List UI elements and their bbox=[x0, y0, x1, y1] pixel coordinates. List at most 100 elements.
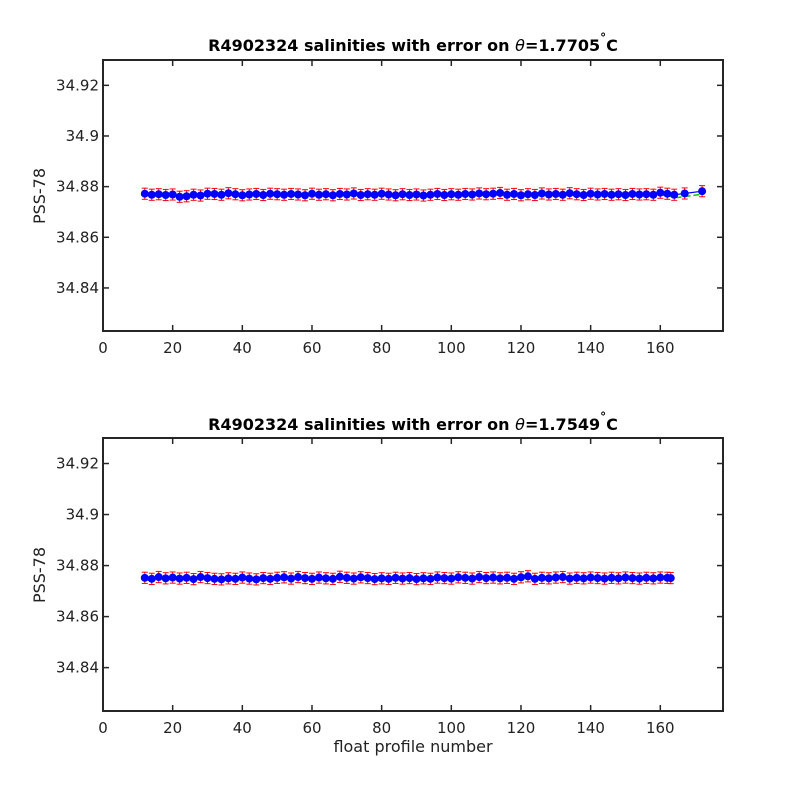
data-point bbox=[175, 574, 184, 583]
data-point bbox=[412, 190, 421, 199]
data-point bbox=[140, 573, 149, 582]
data-point bbox=[482, 190, 491, 199]
data-point bbox=[489, 189, 498, 198]
data-point bbox=[558, 190, 567, 199]
x-tick-label: 40 bbox=[233, 339, 252, 357]
data-point bbox=[349, 189, 358, 198]
data-point bbox=[461, 573, 470, 582]
data-point bbox=[454, 573, 463, 582]
data-point bbox=[530, 190, 539, 199]
data-point bbox=[656, 188, 665, 197]
data-point bbox=[628, 574, 637, 583]
data-point bbox=[384, 190, 393, 199]
data-point bbox=[280, 573, 289, 582]
y-tick-label: 34.92 bbox=[56, 455, 99, 473]
y-tick-label: 34.88 bbox=[56, 557, 99, 575]
data-point bbox=[405, 190, 414, 199]
data-point bbox=[537, 573, 546, 582]
data-point bbox=[294, 190, 303, 199]
data-point bbox=[266, 574, 275, 583]
data-point bbox=[252, 575, 261, 584]
data-point bbox=[398, 574, 407, 583]
data-point bbox=[154, 573, 163, 582]
x-tick-label: 80 bbox=[372, 719, 391, 737]
data-point bbox=[140, 189, 149, 198]
data-point bbox=[419, 574, 428, 583]
data-point bbox=[370, 575, 379, 584]
data-point bbox=[586, 189, 595, 198]
data-point bbox=[544, 190, 553, 199]
data-point bbox=[314, 573, 323, 582]
data-point bbox=[349, 574, 358, 583]
data-point bbox=[565, 574, 574, 583]
data-point bbox=[335, 572, 344, 581]
fit-line bbox=[144, 193, 703, 199]
x-tick-label: 60 bbox=[302, 339, 321, 357]
data-point bbox=[510, 574, 519, 583]
data-point bbox=[405, 574, 414, 583]
data-point bbox=[680, 189, 689, 198]
data-point bbox=[196, 573, 205, 582]
data-point bbox=[572, 190, 581, 199]
data-point bbox=[565, 189, 574, 198]
data-point bbox=[398, 190, 407, 199]
data-point bbox=[607, 190, 616, 199]
data-point bbox=[572, 573, 581, 582]
data-point bbox=[475, 573, 484, 582]
axes-box bbox=[102, 59, 724, 332]
y-axis-label: PSS-78 bbox=[30, 547, 49, 603]
data-point bbox=[426, 190, 435, 199]
data-point bbox=[356, 190, 365, 199]
data-point bbox=[670, 190, 679, 199]
data-point bbox=[558, 573, 567, 582]
data-point bbox=[301, 574, 310, 583]
data-point bbox=[593, 574, 602, 583]
data-point bbox=[238, 191, 247, 200]
data-point bbox=[342, 573, 351, 582]
y-axis-label: PSS-78 bbox=[30, 168, 49, 224]
data-point bbox=[182, 573, 191, 582]
data-point bbox=[614, 574, 623, 583]
data-point bbox=[273, 190, 282, 199]
x-tick-label: 120 bbox=[507, 719, 536, 737]
chart-bottom: R4902324 salinities with error on θ=1.75… bbox=[30, 410, 724, 756]
data-point bbox=[154, 190, 163, 199]
data-point bbox=[433, 573, 442, 582]
x-tick-label: 60 bbox=[302, 719, 321, 737]
data-point bbox=[510, 189, 519, 198]
y-tick-label: 34.84 bbox=[56, 659, 99, 677]
data-point bbox=[666, 574, 675, 583]
data-point bbox=[182, 192, 191, 201]
data-point bbox=[168, 190, 177, 199]
data-point bbox=[259, 574, 268, 583]
data-point bbox=[147, 190, 156, 199]
data-point bbox=[503, 190, 512, 199]
data-point bbox=[614, 190, 623, 199]
y-tick-label: 34.88 bbox=[56, 178, 99, 196]
data-point bbox=[635, 574, 644, 583]
chart-top: R4902324 salinities with error on θ=1.77… bbox=[30, 31, 724, 357]
data-point bbox=[217, 190, 226, 199]
data-point bbox=[600, 189, 609, 198]
data-point bbox=[231, 190, 240, 199]
data-point bbox=[147, 574, 156, 583]
data-point bbox=[294, 573, 303, 582]
data-point bbox=[259, 190, 268, 199]
data-point bbox=[301, 191, 310, 200]
data-point bbox=[314, 190, 323, 199]
data-point bbox=[412, 575, 421, 584]
data-point bbox=[600, 574, 609, 583]
data-point bbox=[628, 189, 637, 198]
data-point bbox=[544, 574, 553, 583]
data-point bbox=[377, 189, 386, 198]
x-tick-label: 160 bbox=[646, 719, 675, 737]
y-tick-label: 34.9 bbox=[66, 506, 99, 524]
x-tick-label: 0 bbox=[98, 339, 108, 357]
x-tick-label: 20 bbox=[163, 719, 182, 737]
data-point bbox=[231, 574, 240, 583]
data-point bbox=[426, 574, 435, 583]
data-point bbox=[238, 573, 247, 582]
data-point bbox=[203, 189, 212, 198]
